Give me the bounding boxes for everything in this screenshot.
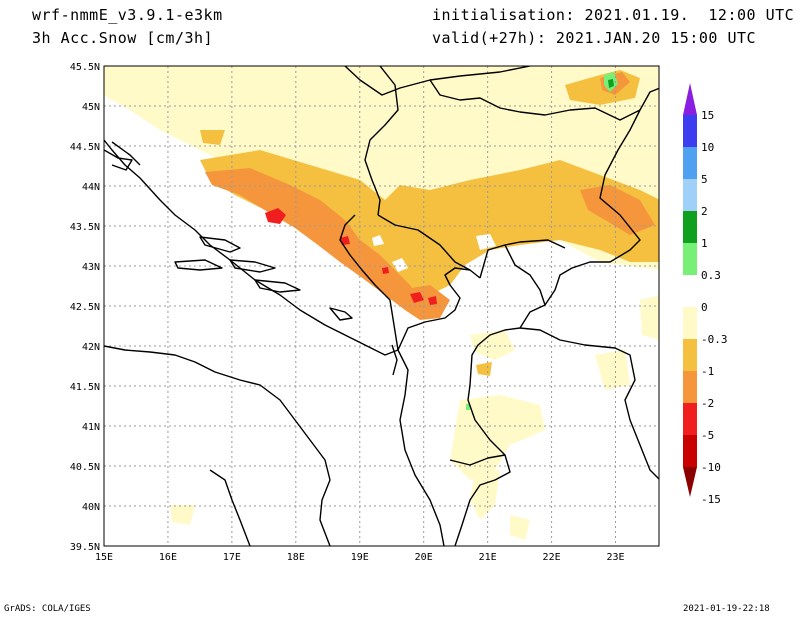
lat-tick-label: 45N [82,102,100,113]
field-title: 3h Acc.Snow [cm/3h] [32,29,214,47]
lon-tick-label: 20E [415,552,433,563]
lat-tick-label: 45.5N [70,62,100,73]
colorbar-swatch [683,211,697,243]
lat-tick-label: 42N [82,342,100,353]
coastlines-and-borders [104,66,659,546]
light-snow-areas [104,66,659,540]
latitude-labels: 45.5N 45N 44.5N 44N 43.5N 43N 42.5N 42N 41.5N 41N… [70,62,100,553]
lat-tick-label: 44.5N [70,142,100,153]
no-snow-gaps [372,234,496,272]
colorbar-swatch [683,435,697,467]
colorbar-label: 0 [701,301,708,314]
positive-anomaly-areas [466,72,618,410]
colorbar-label: -1 [701,365,714,378]
valid-time: valid(+27h): 2021.JAN.20 15:00 UTC [432,29,757,47]
colorbar: 15 10 5 2 1 0.3 0 -0.3 -1 -2 -5 -10 -15 [683,83,728,506]
lat-tick-label: 40.5N [70,462,100,473]
colorbar-swatch [683,371,697,403]
lon-tick-label: 19E [351,552,369,563]
longitude-labels: 15E 16E 17E 18E 19E 20E 21E 22E 23E [95,552,625,563]
colorbar-label: -15 [701,493,721,506]
colorbar-label: -2 [701,397,714,410]
lat-tick-label: 44N [82,182,100,193]
lat-tick-label: 43N [82,262,100,273]
colorbar-label: 2 [701,205,708,218]
lat-tick-label: 41.5N [70,382,100,393]
lat-tick-label: 41N [82,422,100,433]
lon-tick-label: 18E [287,552,305,563]
colorbar-swatch [683,403,697,435]
colorbar-label: 0.3 [701,269,721,282]
init-time: initialisation: 2021.01.19. 12:00 UTC [432,6,795,24]
snow-field [104,66,659,540]
colorbar-top-arrow [683,83,697,115]
model-title: wrf-nmmE_v3.9.1-e3km [32,6,223,24]
lon-tick-label: 21E [479,552,497,563]
colorbar-swatch [683,115,697,147]
colorbar-label: -0.3 [701,333,728,346]
colorbar-swatch [683,147,697,179]
colorbar-bottom-arrow [683,467,697,497]
footer-timestamp: 2021-01-19-22:18 [683,604,770,614]
lon-tick-label: 16E [159,552,177,563]
lat-tick-label: 40N [82,502,100,513]
map-frame [103,65,660,547]
colorbar-swatch [683,339,697,371]
lat-lon-grid [104,66,659,546]
colorbar-label: 15 [701,109,714,122]
lon-tick-label: 17E [223,552,241,563]
lat-tick-label: 39.5N [70,542,100,553]
colorbar-swatch [683,179,697,211]
colorbar-label: 1 [701,237,708,250]
lon-tick-label: 23E [606,552,624,563]
lat-tick-label: 42.5N [70,302,100,313]
lon-tick-label: 22E [543,552,561,563]
lon-tick-label: 15E [95,552,113,563]
colorbar-swatch [683,307,697,339]
colorbar-swatch [683,243,697,275]
lat-tick-label: 43.5N [70,222,100,233]
colorbar-label: -10 [701,461,721,474]
footer-credit: GrADS: COLA/IGES [4,604,91,614]
colorbar-label: 5 [701,173,708,186]
colorbar-label: -5 [701,429,714,442]
colorbar-swatch [683,275,697,307]
colorbar-label: 10 [701,141,714,154]
